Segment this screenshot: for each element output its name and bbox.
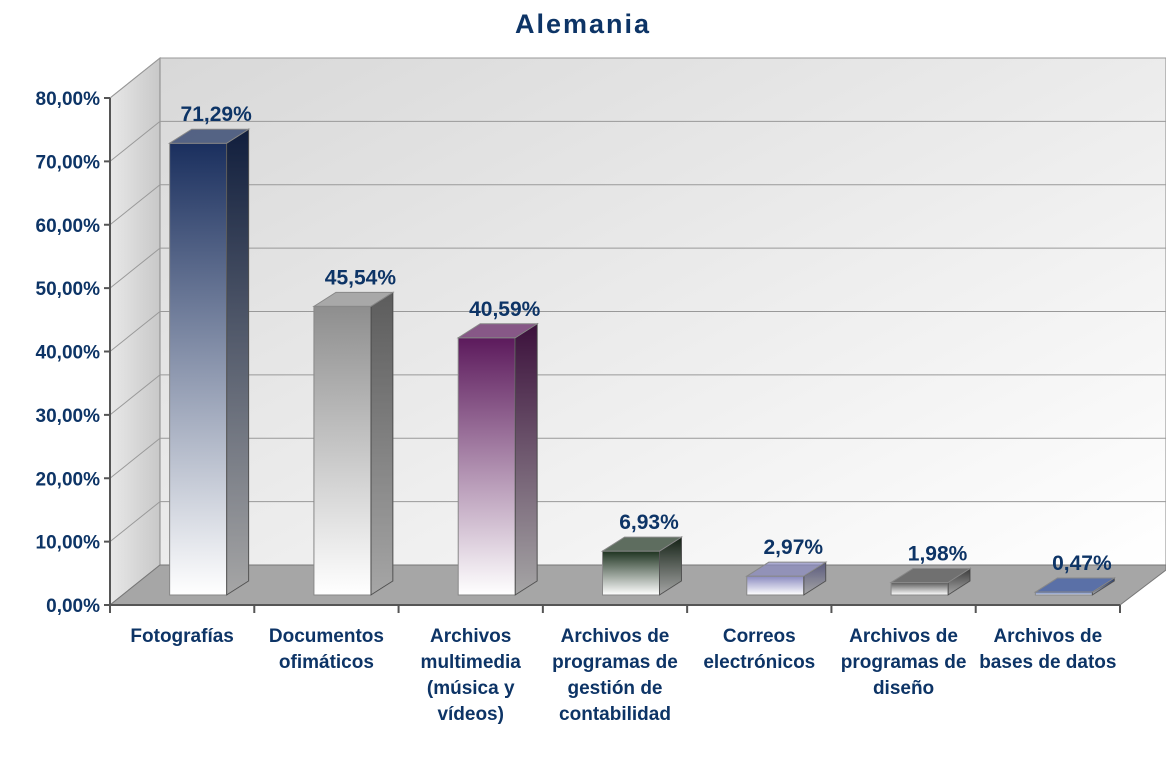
y-tick-label: 10,00% [36,533,101,554]
bar-side-shade [370,292,393,595]
value-label: 2,97% [764,536,824,559]
chart-title: Alemania [515,9,651,39]
grid-line [109,374,161,416]
grid-line [109,184,161,226]
bar-side-shade [515,323,538,595]
x-tick-label: Documentos ofimáticos [268,626,384,673]
grid-line [109,311,161,352]
x-tick-label: Archivos multimedia (música y vídeos) [420,626,521,725]
grid-line [109,501,161,543]
bar-top [889,567,972,583]
bar-side-shade [659,537,682,595]
grid-line [109,437,161,479]
x-tick-label: Archivos de bases de datos [979,626,1117,673]
bar-side-shade [1092,578,1115,595]
value-label: 6,93% [619,511,679,534]
value-label: 71,29% [181,103,253,126]
bar [890,581,949,596]
bar [746,575,805,596]
x-tick-label: Archivos de programas de gestión de cont… [552,626,678,725]
bar-top [167,128,251,144]
value-label: 1,98% [908,542,968,565]
y-tick-label: 50,00% [36,279,101,300]
bar [313,305,372,596]
bar-side-shade [948,568,971,595]
bar-top [456,323,539,339]
y-tick-label: 30,00% [36,406,101,427]
grid-line [109,120,161,162]
y-tick-label: 20,00% [36,469,101,490]
bar [602,550,660,596]
grid-line [109,57,161,99]
bar-top [312,291,395,307]
y-tick-label: 60,00% [36,216,101,237]
x-tick-label: Fotografías [130,626,234,647]
bar-side-shade [226,129,249,595]
x-tick-label: Archivos de programas de diseño [840,626,967,699]
value-label: 45,54% [325,266,397,289]
bar-top [1033,577,1117,593]
bar-top [600,536,684,552]
bar-top [745,561,828,577]
bar [169,142,228,596]
y-tick-label: 70,00% [36,152,101,173]
x-tick-label: Correos electrónicos [703,626,816,673]
bar-side-shade [803,562,826,595]
value-label: 40,59% [469,298,541,321]
bar [457,337,516,596]
y-tick-label: 80,00% [36,89,101,110]
y-tick-label: 0,00% [46,596,100,617]
y-tick-label: 40,00% [36,343,101,364]
value-label: 0,47% [1052,552,1112,575]
grid-line [109,247,161,289]
